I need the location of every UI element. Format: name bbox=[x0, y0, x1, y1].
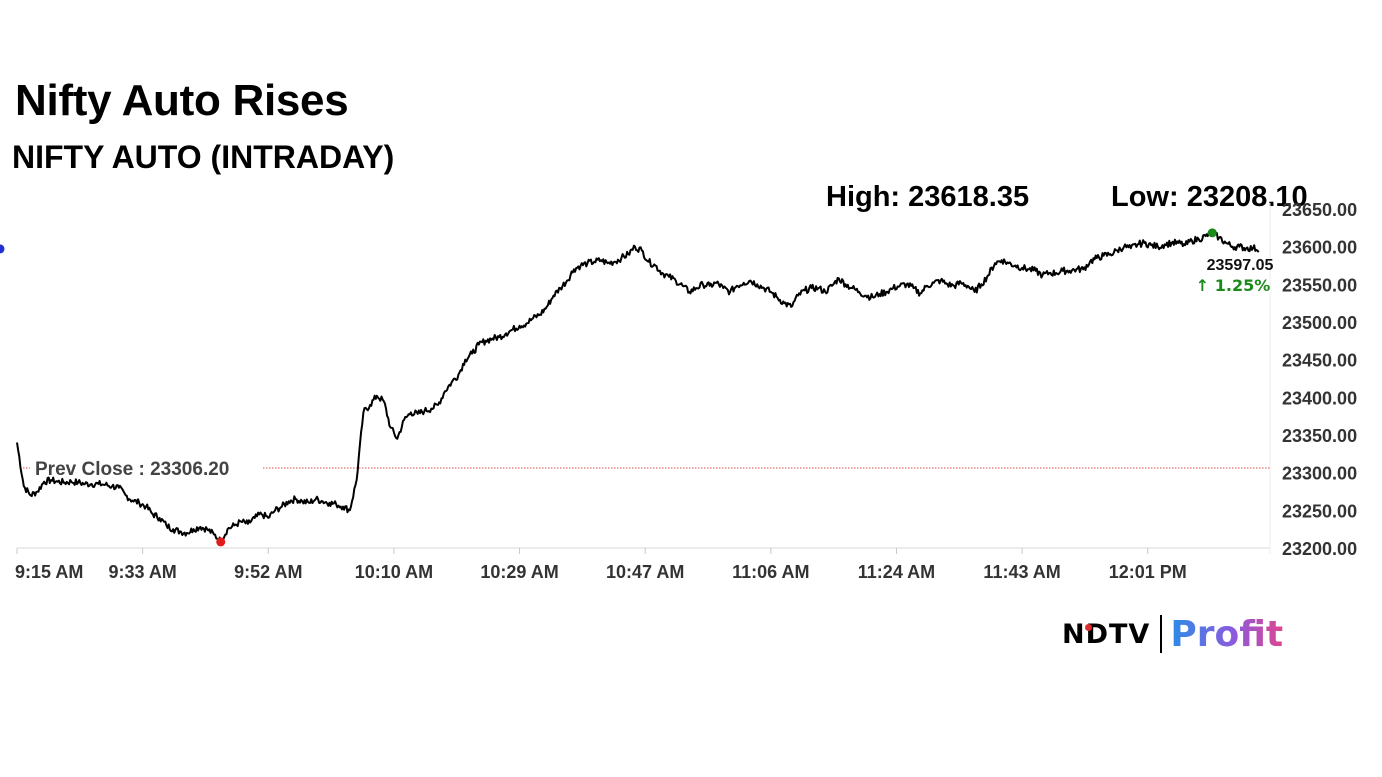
y-tick-label: 23200.00 bbox=[1282, 539, 1357, 559]
low-label: Low: 23208.10 bbox=[1111, 181, 1308, 213]
x-tick-label: 9:52 AM bbox=[234, 562, 302, 582]
y-tick-label: 23350.00 bbox=[1282, 426, 1357, 446]
y-tick-label: 23500.00 bbox=[1282, 313, 1357, 333]
y-tick-label: 23300.00 bbox=[1282, 464, 1357, 484]
x-tick-label: 11:24 AM bbox=[858, 562, 935, 582]
x-tick-label: 11:43 AM bbox=[983, 562, 1060, 582]
headline: Nifty Auto Rises bbox=[15, 76, 349, 125]
y-tick-label: 23250.00 bbox=[1282, 501, 1357, 521]
x-tick-label: 10:47 AM bbox=[606, 562, 684, 582]
change-percent-label: ↑ 1.25% bbox=[1196, 276, 1270, 295]
prev-close-label: Prev Close : 23306.20 bbox=[35, 459, 229, 480]
chart-title: NIFTY AUTO (INTRADAY) bbox=[12, 139, 395, 175]
x-tick-label: 9:33 AM bbox=[108, 562, 176, 582]
logo-divider bbox=[1160, 615, 1163, 653]
y-tick-label: 23650.00 bbox=[1282, 200, 1357, 220]
ndtv-wordmark: NDTV bbox=[1062, 618, 1151, 650]
high-marker bbox=[1207, 228, 1217, 238]
y-tick-label: 23550.00 bbox=[1282, 275, 1357, 295]
profit-wordmark: Profit bbox=[1170, 613, 1284, 655]
x-tick-label: 9:15 AM bbox=[15, 562, 83, 582]
last-price-label: 23597.05 bbox=[1207, 257, 1274, 274]
high-label: High: 23618.35 bbox=[826, 181, 1030, 213]
x-tick-label: 11:06 AM bbox=[732, 562, 809, 582]
x-tick-label: 10:10 AM bbox=[355, 562, 433, 582]
low-marker bbox=[216, 537, 226, 547]
y-tick-label: 23450.00 bbox=[1282, 351, 1357, 371]
last-price-marker bbox=[0, 244, 5, 254]
logo-dot-icon bbox=[1085, 624, 1092, 631]
x-tick-label: 12:01 PM bbox=[1109, 562, 1187, 582]
y-tick-label: 23600.00 bbox=[1282, 238, 1357, 258]
ndtv-profit-logo: NDTV Profit bbox=[1062, 612, 1283, 656]
x-tick-label: 10:29 AM bbox=[480, 562, 558, 582]
price-line bbox=[16, 230, 1260, 543]
y-tick-label: 23400.00 bbox=[1282, 388, 1357, 408]
prev-close-label-bg bbox=[30, 454, 262, 479]
